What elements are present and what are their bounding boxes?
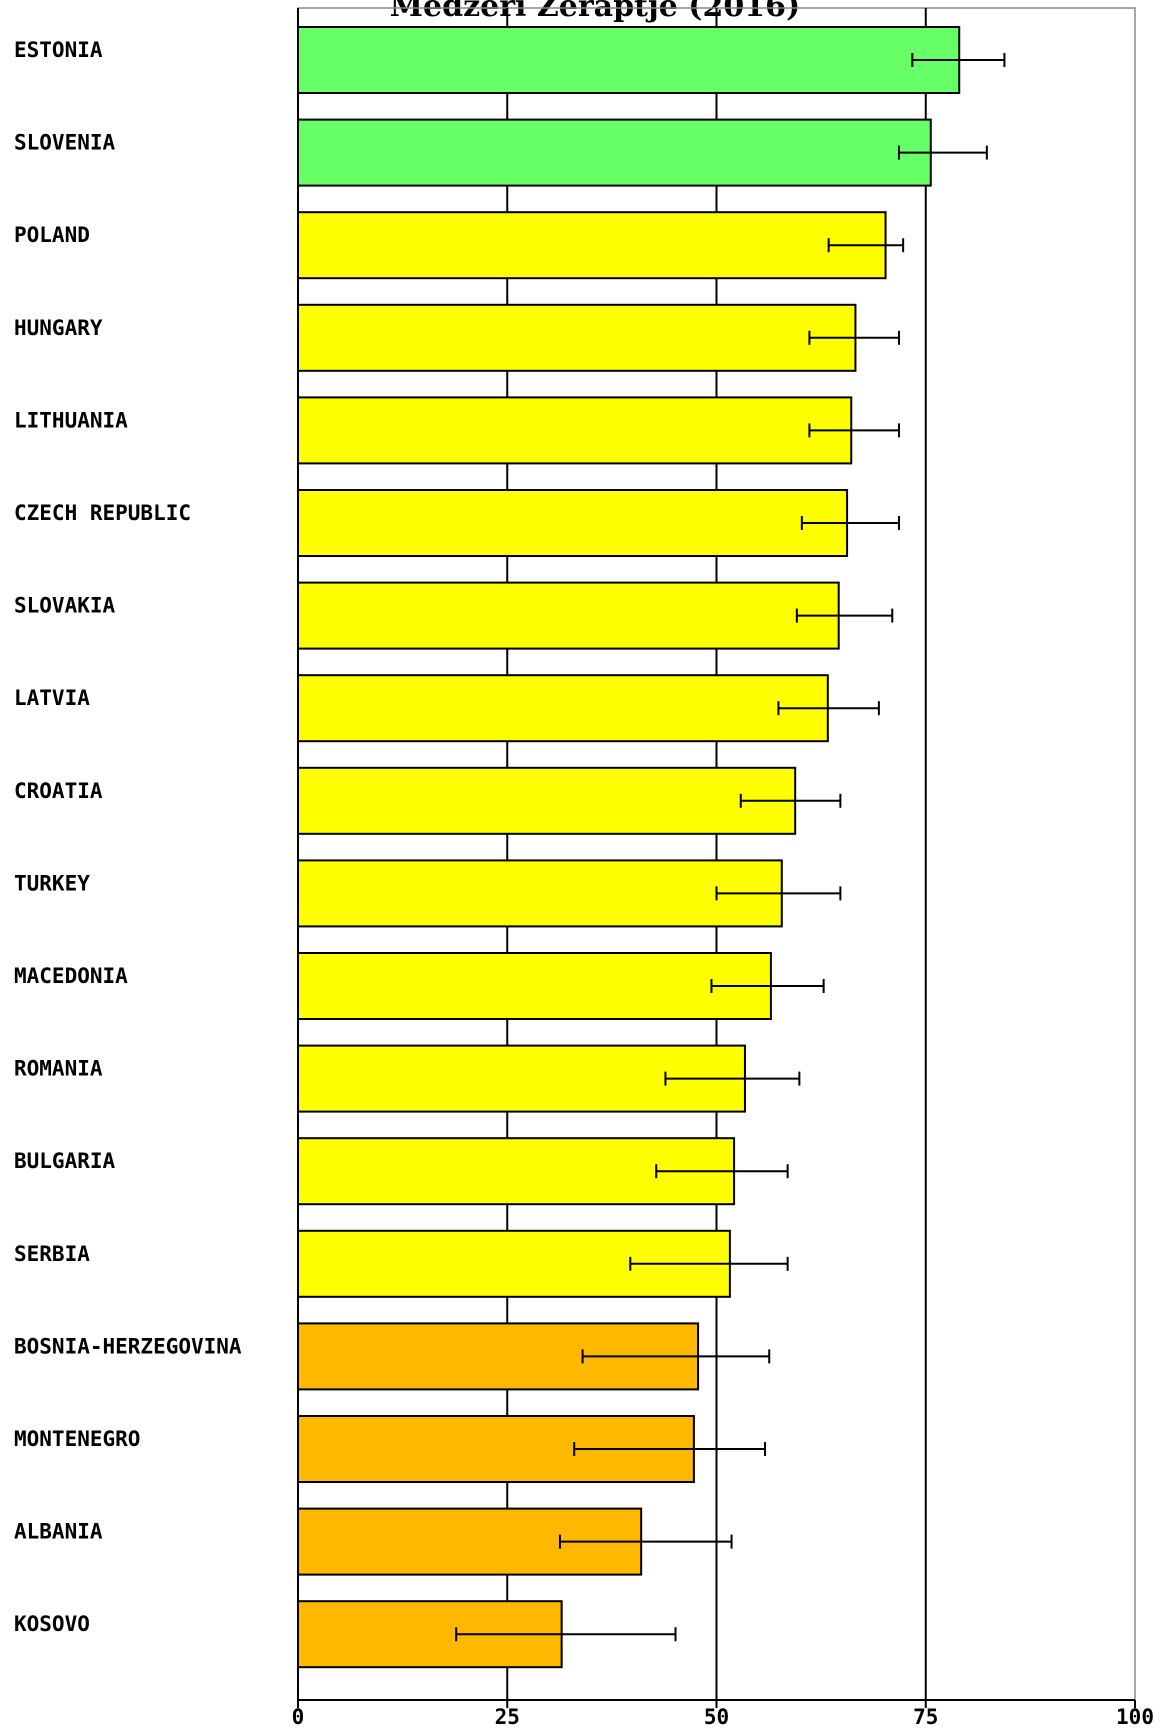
- bar: [297, 396, 853, 465]
- x-tick-label: 25: [495, 1705, 520, 1729]
- category-label: ROMANIA: [14, 1057, 103, 1081]
- bar: [297, 489, 849, 557]
- error-bar: [777, 701, 880, 716]
- error-bar: [897, 145, 988, 160]
- category-label: CZECH REPUBLIC: [14, 501, 191, 525]
- bar: [297, 118, 932, 187]
- category-label: SERBIA: [14, 1242, 90, 1266]
- x-tick-label: 100: [1116, 1705, 1154, 1729]
- category-label: LITHUANIA: [14, 408, 128, 432]
- error-bar: [827, 238, 905, 253]
- category-label: POLAND: [14, 223, 90, 247]
- error-bar: [710, 979, 825, 993]
- error-bar: [715, 886, 842, 901]
- x-tick-label: 50: [704, 1705, 729, 1729]
- category-label: ALBANIA: [14, 1520, 103, 1544]
- bar: [297, 674, 829, 743]
- bar: [297, 211, 887, 280]
- error-bar: [558, 1534, 733, 1549]
- bar: [297, 26, 961, 94]
- category-label: SLOVENIA: [14, 131, 116, 155]
- category-label: ESTONIA: [14, 38, 103, 62]
- category-label: MONTENEGRO: [14, 1427, 140, 1451]
- error-bar: [808, 423, 900, 438]
- bar: [297, 581, 840, 650]
- error-bar: [573, 1442, 767, 1456]
- x-axis-ticks: 0 25 50 75 100: [292, 1700, 1154, 1729]
- bar: [297, 303, 857, 372]
- x-tick-label: 75: [913, 1705, 938, 1729]
- category-label: BULGARIA: [14, 1149, 116, 1173]
- category-label: MACEDONIA: [14, 964, 128, 988]
- error-bar: [808, 330, 900, 345]
- bar: [297, 952, 772, 1020]
- error-bar: [581, 1349, 771, 1364]
- bar: [297, 766, 797, 835]
- error-bar: [739, 793, 842, 808]
- chart-title: Medzeri Zeraptje (2016): [390, 0, 800, 24]
- category-label: CROATIA: [14, 779, 103, 803]
- x-tick-label: 0: [292, 1705, 305, 1729]
- bars: [297, 26, 961, 1669]
- bar: [297, 859, 783, 928]
- error-bar: [664, 1071, 801, 1086]
- error-bar: [800, 516, 900, 530]
- error-bar: [795, 608, 894, 623]
- error-bar: [629, 1256, 789, 1271]
- category-label: TURKEY: [14, 871, 90, 895]
- category-label: HUNGARY: [14, 316, 103, 340]
- error-bar: [911, 53, 1006, 67]
- category-label: BOSNIA-HERZEGOVINA: [14, 1334, 242, 1358]
- error-bars: [455, 53, 1006, 1642]
- category-label: LATVIA: [14, 686, 90, 710]
- category-label: KOSOVO: [14, 1612, 90, 1636]
- error-bar: [655, 1164, 789, 1179]
- category-label: SLOVAKIA: [14, 594, 116, 618]
- category-labels: ESTONIA SLOVENIA POLAND HUNGARY LITHUANIA CZE…: [14, 38, 242, 1636]
- error-bar: [455, 1627, 677, 1642]
